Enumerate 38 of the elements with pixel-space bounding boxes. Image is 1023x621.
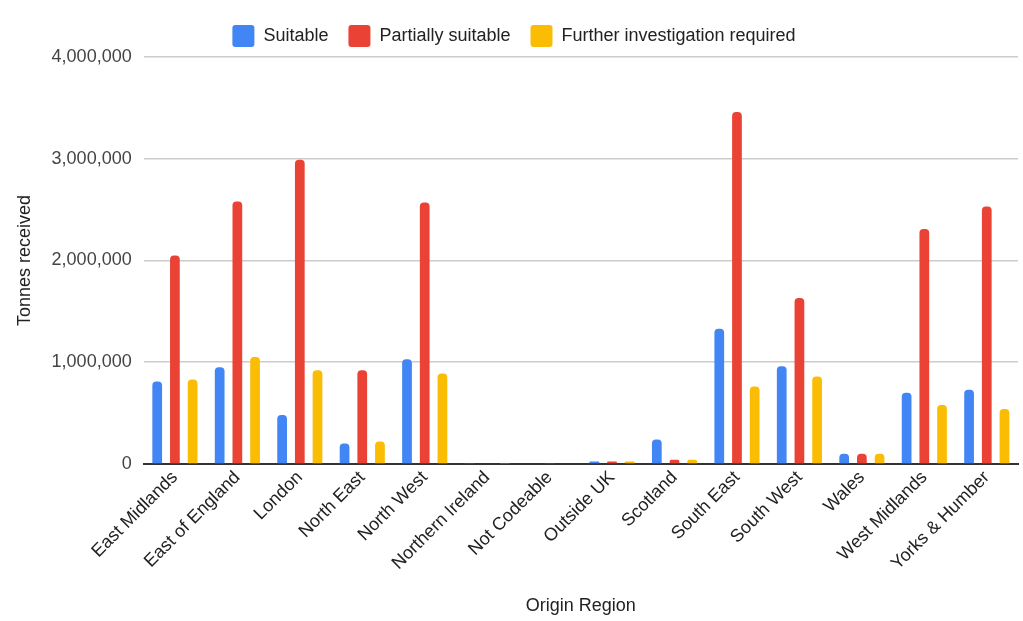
- bar: [419, 202, 430, 464]
- x-axis-title: Origin Region: [525, 595, 636, 616]
- bar: [294, 159, 305, 464]
- legend-label: Suitable: [263, 24, 329, 45]
- bar: [375, 441, 385, 464]
- bar: [214, 367, 225, 464]
- bar: [357, 370, 368, 464]
- bar: [277, 415, 287, 464]
- bar: [437, 373, 448, 464]
- y-tick-label: 1,000,000: [51, 351, 132, 372]
- bar: [999, 408, 1010, 464]
- bar: [732, 111, 742, 464]
- bar: [919, 228, 930, 464]
- bar: [749, 386, 760, 464]
- bar: [402, 359, 412, 464]
- legend-label: Partially suitable: [379, 24, 511, 45]
- bar: [794, 298, 805, 464]
- bar: [937, 404, 947, 464]
- bar: [901, 392, 912, 464]
- bar: [981, 206, 992, 464]
- bar: [964, 389, 974, 464]
- bar: [776, 366, 787, 464]
- bar: [152, 381, 163, 464]
- bar: [812, 376, 822, 464]
- bar: [714, 328, 725, 464]
- bar: [339, 443, 350, 464]
- y-tick-label: 4,000,000: [51, 45, 132, 66]
- y-tick-label: 0: [121, 452, 132, 473]
- y-axis-title: Tonnes received: [13, 194, 34, 327]
- bar: [312, 370, 323, 464]
- legend-label: Further investigation required: [561, 24, 796, 45]
- bar: [232, 201, 243, 464]
- bar: [170, 255, 180, 464]
- bar: [250, 357, 260, 464]
- bar: [651, 439, 662, 464]
- y-tick-label: 3,000,000: [51, 147, 132, 168]
- bar: [187, 379, 198, 464]
- y-tick-label: 2,000,000: [51, 249, 132, 270]
